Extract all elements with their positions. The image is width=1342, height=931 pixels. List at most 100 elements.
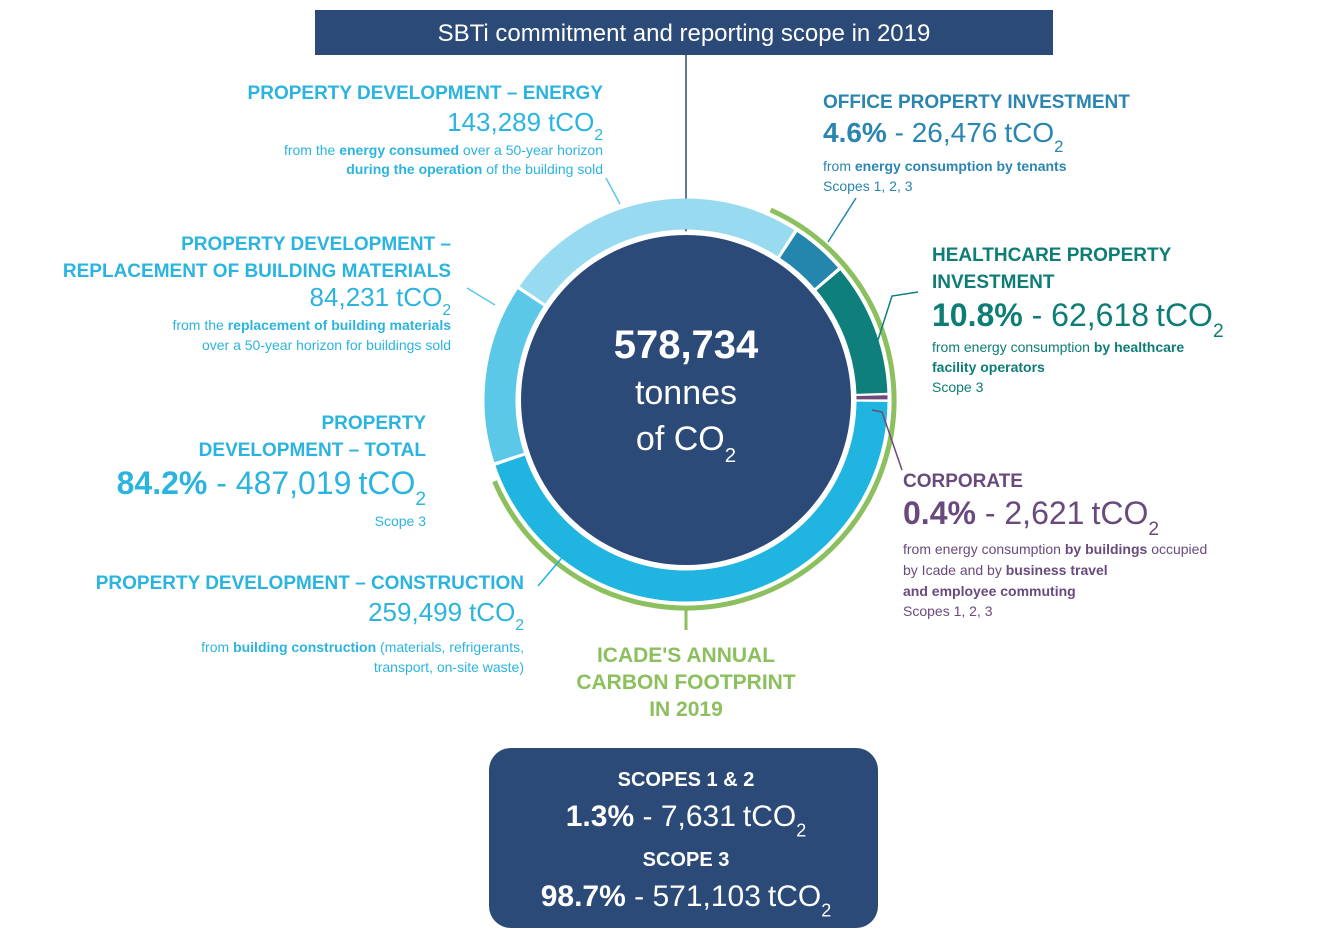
ring-segment — [484, 289, 544, 463]
text-part: - — [634, 800, 661, 833]
segment-description: Scopes 1, 2, 3 — [903, 603, 993, 619]
text-part: business travel — [1006, 562, 1108, 578]
text-part: facility operators — [932, 359, 1045, 375]
text-part: from the — [284, 142, 339, 158]
scope-amount: 1.3% - 7,631 tCO2 — [566, 800, 807, 841]
text-part: building construction — [233, 639, 376, 655]
text-part: 143,289 — [447, 107, 541, 137]
subscript: 2 — [725, 445, 736, 467]
subscript: 2 — [796, 821, 806, 841]
segment-description: from energy consumption by healthcare — [932, 339, 1184, 355]
text-part: Scopes 1, 2, 3 — [903, 603, 993, 619]
total-title: DEVELOPMENT – TOTAL — [199, 440, 427, 461]
segment-amount: 143,289 tCO2 — [447, 107, 603, 144]
ring-segment — [519, 198, 795, 304]
subscript: 2 — [515, 617, 524, 634]
text-part: by Icade and by — [903, 562, 1006, 578]
banner-title: SBTi commitment and reporting scope in 2… — [438, 20, 931, 47]
text-part: tCO — [768, 880, 821, 913]
text-part: 98.7% — [541, 880, 626, 913]
text-part: 7,631 — [661, 800, 736, 833]
text-part: Scopes 1, 2, 3 — [823, 178, 913, 194]
footprint-label: CARBON FOOTPRINT — [576, 671, 795, 694]
ring-segment — [779, 231, 839, 289]
segment-description: transport, on-site waste) — [374, 659, 524, 675]
text-part: 487,019 — [236, 465, 352, 501]
segment-amount: 259,499 tCO2 — [368, 597, 524, 634]
text-part: from the — [172, 317, 227, 333]
leader-line — [877, 291, 919, 341]
scope-amount: 98.7% - 571,103 tCO2 — [541, 880, 832, 921]
text-part: HEALTHCARE PROPERTY — [932, 245, 1172, 266]
segment-amount: 4.6% - 26,476 tCO2 — [823, 117, 1063, 156]
segment-title: PROPERTY DEVELOPMENT – — [181, 234, 451, 255]
text-part: Scope 3 — [932, 379, 984, 395]
text-part: tCO — [548, 107, 594, 137]
leader-line — [605, 177, 621, 205]
total-title: PROPERTY — [321, 413, 426, 434]
text-part: PROPERTY — [321, 413, 426, 434]
segment-description: during the operation of the building sol… — [346, 161, 603, 177]
donut-ring — [484, 198, 888, 602]
text-part: tCO — [1004, 117, 1054, 148]
center-circle — [521, 235, 851, 565]
text-part: tCO — [396, 282, 442, 312]
scope-title: SCOPES 1 & 2 — [618, 769, 755, 791]
scope-title: SCOPE 3 — [643, 849, 730, 871]
text-part: energy consumption by tenants — [855, 158, 1067, 174]
scopes-box — [489, 748, 878, 928]
segment-description: from the replacement of building materia… — [172, 317, 451, 333]
text-part: (materials, refrigerants, — [376, 639, 524, 655]
text-part: 2,621 — [1004, 495, 1084, 531]
text-part: 4.6% — [823, 117, 887, 148]
segment-description: Scope 3 — [932, 379, 984, 395]
text-part: by buildings — [1065, 541, 1148, 557]
segment-description: from building construction (materials, r… — [201, 639, 524, 655]
text-part: tCO — [1091, 495, 1148, 531]
leader-line — [537, 552, 567, 587]
segment-title: OFFICE PROPERTY INVESTMENT — [823, 92, 1130, 113]
center-value: 578,734 — [614, 323, 759, 367]
text-part: 259,499 — [368, 597, 462, 627]
text-part: over a 50-year horizon for buildings sol… — [202, 337, 451, 353]
segment-title: PROPERTY DEVELOPMENT – CONSTRUCTION — [96, 573, 524, 594]
segment-amount: 0.4% - 2,621 tCO2 — [903, 495, 1159, 540]
text-part: IN 2019 — [649, 698, 723, 721]
text-part: ICADE'S ANNUAL — [597, 644, 775, 667]
total-scope: Scope 3 — [375, 513, 427, 529]
text-part: CARBON FOOTPRINT — [576, 671, 795, 694]
text-part: transport, on-site waste) — [374, 659, 524, 675]
leader-line — [871, 409, 903, 471]
ring-segment — [495, 401, 888, 602]
segment-description: from the energy consumed over a 50-year … — [284, 142, 603, 158]
text-part: 26,476 — [912, 117, 998, 148]
leader-line — [466, 287, 496, 306]
text-part: tCO — [1156, 297, 1213, 333]
text-part: OFFICE PROPERTY INVESTMENT — [823, 92, 1130, 113]
segment-description: by Icade and by business travel — [903, 562, 1108, 578]
subscript: 2 — [442, 302, 451, 319]
text-part: PROPERTY DEVELOPMENT – ENERGY — [248, 83, 604, 104]
text-part: Scope 3 — [375, 513, 427, 529]
text-part: tCO — [743, 800, 796, 833]
segment-description: over a 50-year horizon for buildings sol… — [202, 337, 451, 353]
text-part: 10.8% — [932, 297, 1023, 333]
leader-line — [827, 197, 857, 243]
text-part: INVESTMENT — [932, 272, 1055, 293]
text-part: occupied — [1147, 541, 1207, 557]
text-part: - — [207, 465, 235, 501]
subscript: 2 — [1213, 321, 1224, 342]
ring-segment — [816, 270, 888, 395]
segment-amount: 10.8% - 62,618 tCO2 — [932, 297, 1224, 342]
text-part: - — [887, 117, 912, 148]
banner-box — [315, 10, 1053, 55]
text-part: over a 50-year horizon — [459, 142, 603, 158]
segment-amount: 84,231 tCO2 — [310, 282, 451, 319]
segment-description: Scopes 1, 2, 3 — [823, 178, 913, 194]
segment-description: facility operators — [932, 359, 1045, 375]
text-part: during the operation — [346, 161, 482, 177]
text-part: 1.3% — [566, 800, 634, 833]
center-text: of CO2 — [636, 420, 736, 467]
text-part: tCO — [469, 597, 515, 627]
